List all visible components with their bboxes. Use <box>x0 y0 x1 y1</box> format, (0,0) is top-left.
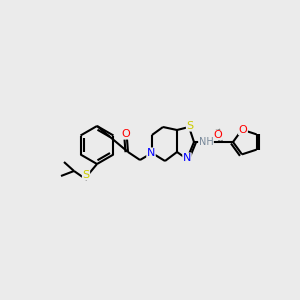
Text: S: S <box>82 170 90 180</box>
Text: N: N <box>147 148 155 158</box>
Text: NH: NH <box>199 137 213 147</box>
Text: O: O <box>238 124 247 135</box>
Text: N: N <box>183 153 191 163</box>
Text: O: O <box>214 130 222 140</box>
Text: O: O <box>122 129 130 139</box>
Text: S: S <box>186 121 194 131</box>
